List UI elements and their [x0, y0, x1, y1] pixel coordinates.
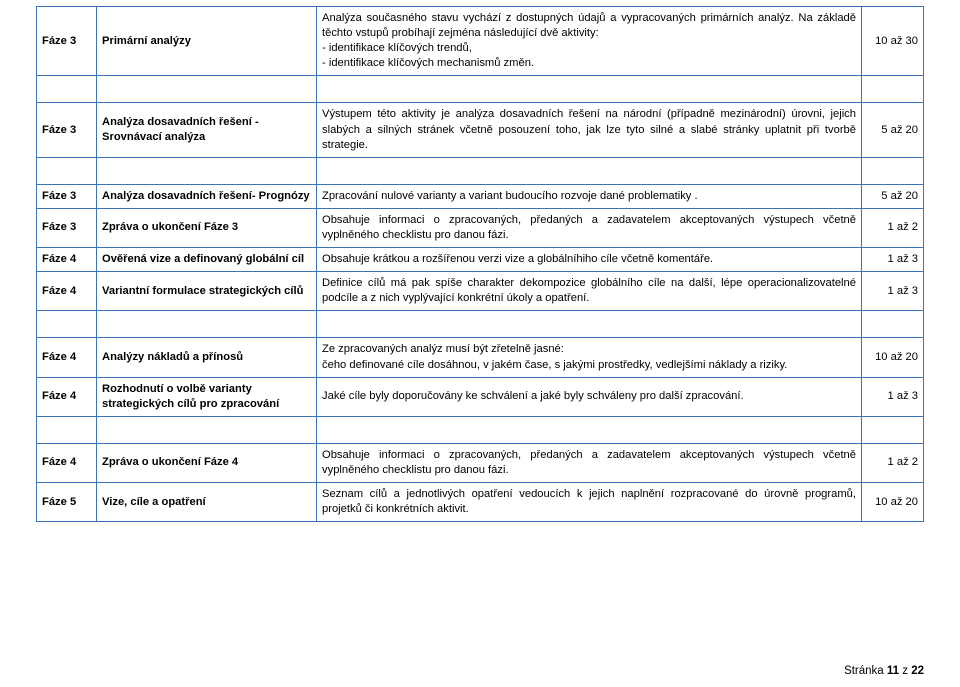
range-cell: 10 až 20 — [862, 483, 924, 522]
range-cell: 10 až 20 — [862, 338, 924, 377]
spacer-row — [37, 416, 924, 443]
title-cell: Analýzy nákladů a přínosů — [97, 338, 317, 377]
page: Fáze 3Primární analýzyAnalýza současného… — [0, 0, 960, 522]
page-footer: Stránka 11 z 22 — [844, 665, 924, 677]
phase-cell: Fáze 4 — [37, 443, 97, 482]
title-cell: Zpráva o ukončení Fáze 3 — [97, 208, 317, 247]
description-cell: Zpracování nulové varianty a variant bud… — [317, 184, 862, 208]
range-cell: 1 až 3 — [862, 272, 924, 311]
footer-total-pages: 22 — [911, 665, 924, 677]
table-row: Fáze 3Primární analýzyAnalýza současného… — [37, 7, 924, 76]
range-cell: 5 až 20 — [862, 184, 924, 208]
phase-cell: Fáze 3 — [37, 184, 97, 208]
description-cell: Ze zpracovaných analýz musí být zřetelně… — [317, 338, 862, 377]
phase-cell: Fáze 3 — [37, 103, 97, 157]
table-row: Fáze 4Rozhodnutí o volbě varianty strate… — [37, 377, 924, 416]
range-cell: 10 až 30 — [862, 7, 924, 76]
description-cell: Výstupem této aktivity je analýza dosava… — [317, 103, 862, 157]
spacer-row — [37, 157, 924, 184]
title-cell: Analýza dosavadních řešení- Prognózy — [97, 184, 317, 208]
title-cell: Primární analýzy — [97, 7, 317, 76]
table-row: Fáze 4Analýzy nákladů a přínosůZe zpraco… — [37, 338, 924, 377]
title-cell: Rozhodnutí o volbě varianty strategickýc… — [97, 377, 317, 416]
phase-cell: Fáze 3 — [37, 208, 97, 247]
activities-table: Fáze 3Primární analýzyAnalýza současného… — [36, 6, 924, 522]
description-cell: Definice cílů má pak spíše charakter dek… — [317, 272, 862, 311]
spacer-row — [37, 311, 924, 338]
range-cell: 1 až 2 — [862, 208, 924, 247]
title-cell: Vize, cíle a opatření — [97, 483, 317, 522]
spacer-row — [37, 76, 924, 103]
description-cell: Jaké cíle byly doporučovány ke schválení… — [317, 377, 862, 416]
footer-page-number: 11 — [887, 665, 899, 677]
table-row: Fáze 4Zpráva o ukončení Fáze 4Obsahuje i… — [37, 443, 924, 482]
description-cell: Analýza současného stavu vychází z dostu… — [317, 7, 862, 76]
title-cell: Analýza dosavadních řešení - Srovnávací … — [97, 103, 317, 157]
phase-cell: Fáze 4 — [37, 338, 97, 377]
table-row: Fáze 3Analýza dosavadních řešení- Prognó… — [37, 184, 924, 208]
phase-cell: Fáze 4 — [37, 272, 97, 311]
title-cell: Zpráva o ukončení Fáze 4 — [97, 443, 317, 482]
range-cell: 1 až 3 — [862, 377, 924, 416]
description-cell: Obsahuje informaci o zpracovaných, předa… — [317, 208, 862, 247]
table-row: Fáze 3Analýza dosavadních řešení - Srovn… — [37, 103, 924, 157]
footer-prefix: Stránka — [844, 665, 887, 677]
title-cell: Ověřená vize a definovaný globální cíl — [97, 248, 317, 272]
description-cell: Seznam cílů a jednotlivých opatření vedo… — [317, 483, 862, 522]
phase-cell: Fáze 4 — [37, 377, 97, 416]
description-cell: Obsahuje krátkou a rozšířenou verzi vize… — [317, 248, 862, 272]
footer-mid: z — [899, 665, 911, 677]
phase-cell: Fáze 3 — [37, 7, 97, 76]
phase-cell: Fáze 5 — [37, 483, 97, 522]
phase-cell: Fáze 4 — [37, 248, 97, 272]
range-cell: 1 až 3 — [862, 248, 924, 272]
description-cell: Obsahuje informaci o zpracovaných, předa… — [317, 443, 862, 482]
title-cell: Variantní formulace strategických cílů — [97, 272, 317, 311]
table-row: Fáze 5Vize, cíle a opatřeníSeznam cílů a… — [37, 483, 924, 522]
table-row: Fáze 3Zpráva o ukončení Fáze 3Obsahuje i… — [37, 208, 924, 247]
range-cell: 5 až 20 — [862, 103, 924, 157]
table-row: Fáze 4Variantní formulace strategických … — [37, 272, 924, 311]
range-cell: 1 až 2 — [862, 443, 924, 482]
table-row: Fáze 4Ověřená vize a definovaný globální… — [37, 248, 924, 272]
